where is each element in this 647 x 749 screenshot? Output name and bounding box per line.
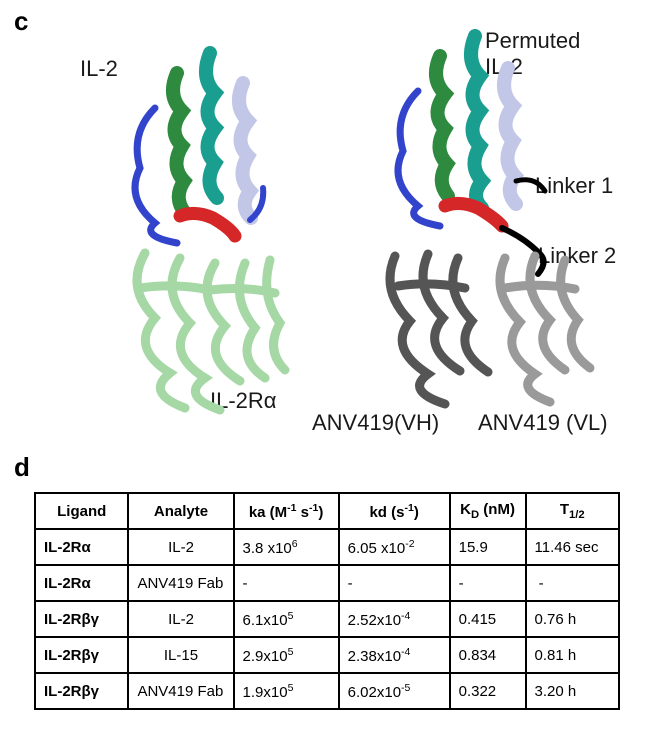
cell-KD: -	[450, 565, 526, 601]
cell-kd: 6.05 x10-2	[339, 529, 450, 565]
table-panel-d: Ligand Analyte ka (M-1 s-1) kd (s-1) KD …	[34, 492, 620, 710]
cell-ka: 2.9x105	[234, 637, 339, 673]
panel-label-c: c	[14, 6, 28, 37]
col-ligand: Ligand	[35, 493, 128, 529]
cell-KD: 15.9	[450, 529, 526, 565]
table-row: IL-2Rα IL-2 3.8 x106 6.05 x10-2 15.9 11.…	[35, 529, 619, 565]
cell-kd: -	[339, 565, 450, 601]
table-row: IL-2Rβγ IL-2 6.1x105 2.52x10-4 0.415 0.7…	[35, 601, 619, 637]
table-row: IL-2Rβγ ANV419 Fab 1.9x105 6.02x10-5 0.3…	[35, 673, 619, 709]
structure-right	[340, 26, 630, 426]
cell-ligand: IL-2Rα	[35, 565, 128, 601]
cell-ligand: IL-2Rβγ	[35, 673, 128, 709]
cell-analyte: IL-2	[128, 601, 233, 637]
col-ka: ka (M-1 s-1)	[234, 493, 339, 529]
cell-thalf: 0.76 h	[526, 601, 619, 637]
col-KD: KD (nM)	[450, 493, 526, 529]
panel-label-d: d	[14, 452, 30, 483]
cell-ka: 3.8 x106	[234, 529, 339, 565]
col-analyte: Analyte	[128, 493, 233, 529]
cell-ka: -	[234, 565, 339, 601]
cell-thalf: 11.46 sec	[526, 529, 619, 565]
cell-KD: 0.834	[450, 637, 526, 673]
cell-ligand: IL-2Rβγ	[35, 601, 128, 637]
col-thalf: T1/2	[526, 493, 619, 529]
cell-ligand: IL-2Rα	[35, 529, 128, 565]
table-row: IL-2Rβγ IL-15 2.9x105 2.38x10-4 0.834 0.…	[35, 637, 619, 673]
structure-left	[85, 38, 320, 428]
cell-thalf: 0.81 h	[526, 637, 619, 673]
table-row: IL-2Rα ANV419 Fab - - - -	[35, 565, 619, 601]
cell-analyte: ANV419 Fab	[128, 565, 233, 601]
kinetics-table: Ligand Analyte ka (M-1 s-1) kd (s-1) KD …	[34, 492, 620, 710]
table-header-row: Ligand Analyte ka (M-1 s-1) kd (s-1) KD …	[35, 493, 619, 529]
cell-analyte: IL-2	[128, 529, 233, 565]
figure-panel-c: IL-2 IL-2Rα Permuted IL-2 Linker 1 Linke…	[40, 18, 630, 438]
cell-ka: 1.9x105	[234, 673, 339, 709]
cell-KD: 0.415	[450, 601, 526, 637]
cell-kd: 6.02x10-5	[339, 673, 450, 709]
cell-analyte: IL-15	[128, 637, 233, 673]
cell-kd: 2.52x10-4	[339, 601, 450, 637]
cell-analyte: ANV419 Fab	[128, 673, 233, 709]
cell-KD: 0.322	[450, 673, 526, 709]
cell-ka: 6.1x105	[234, 601, 339, 637]
cell-ligand: IL-2Rβγ	[35, 637, 128, 673]
cell-thalf: -	[526, 565, 619, 601]
cell-kd: 2.38x10-4	[339, 637, 450, 673]
cell-thalf: 3.20 h	[526, 673, 619, 709]
col-kd: kd (s-1)	[339, 493, 450, 529]
table-body: IL-2Rα IL-2 3.8 x106 6.05 x10-2 15.9 11.…	[35, 529, 619, 709]
